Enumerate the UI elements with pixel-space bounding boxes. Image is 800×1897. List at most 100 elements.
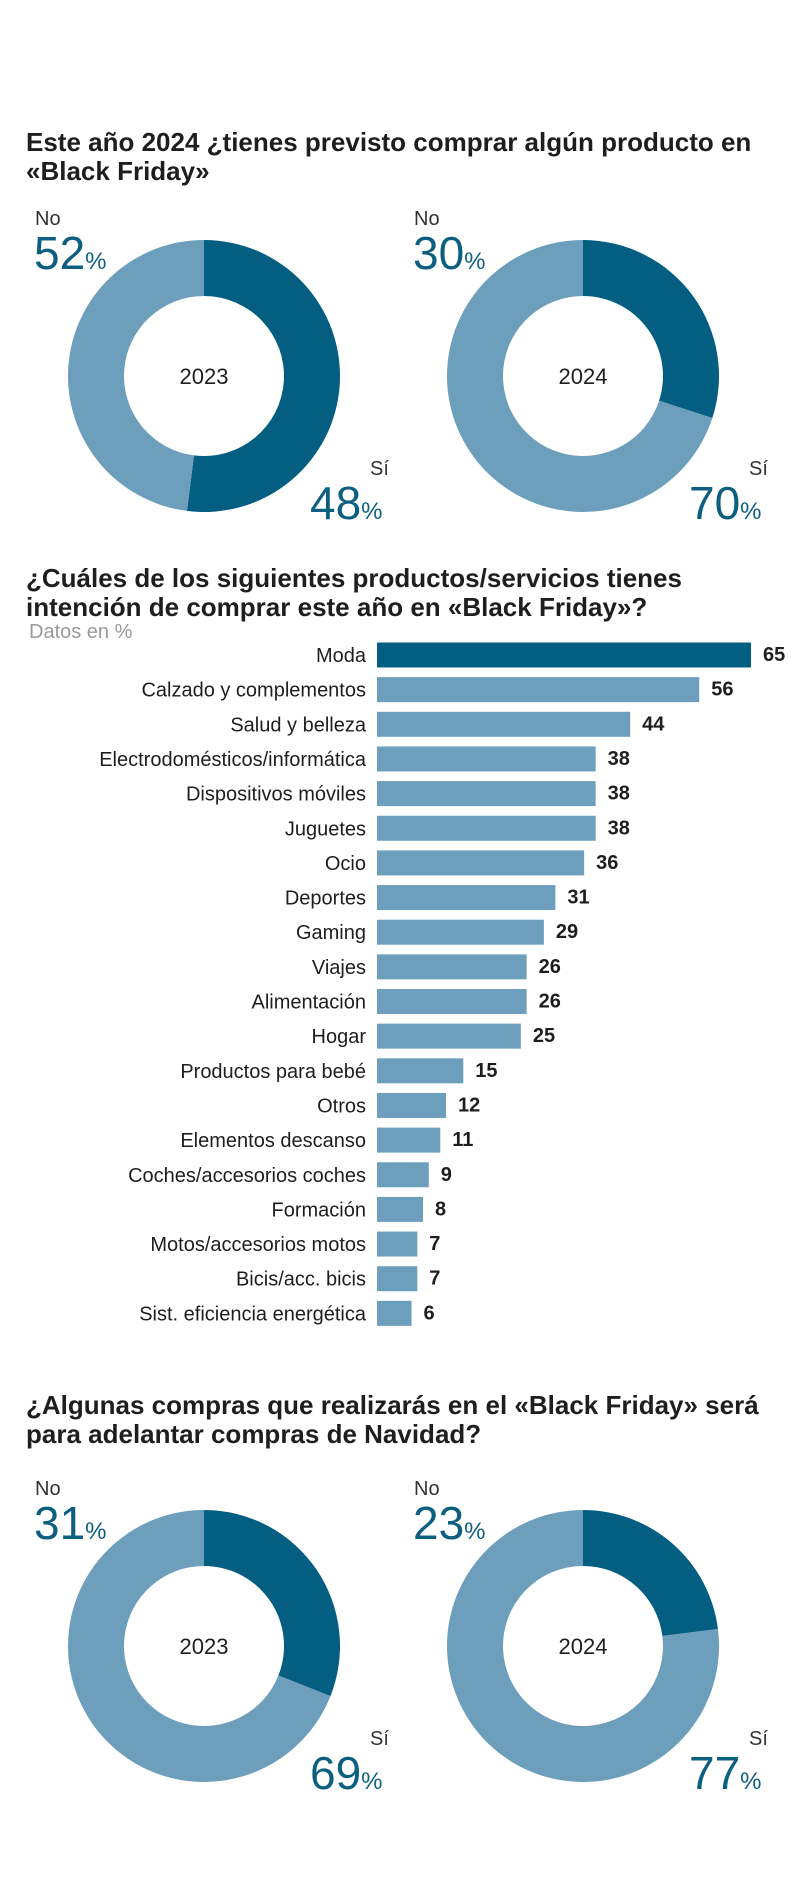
donut-slice-s- [67,240,204,511]
bar-value-gaming: 29 [556,921,578,943]
bar-value-ocio: 36 [596,852,618,874]
bar-value-moda: 65 [763,644,785,666]
no-label: No [414,1478,440,1500]
bar-label-alimentacion: Alimentación [251,992,366,1014]
bar-electrodomesticos-informatica [377,746,596,772]
bar-label-electrodomesticos-informatica: Electrodomésticos/informática [99,749,367,771]
donut-slice-no [583,1510,718,1636]
bar-label-salud-y-belleza: Salud y belleza [230,714,367,736]
bar-label-dispositivos-moviles: Dispositivos móviles [186,784,366,806]
donut-year-label: 2024 [559,364,608,389]
bar-label-juguetes: Juguetes [285,818,366,840]
donut-slice-no [583,240,719,419]
bar-formacion [377,1196,424,1222]
bar-label-motos-accesorios-motos: Motos/accesorios motos [150,1234,366,1256]
bar-value-deportes: 31 [567,887,589,909]
bar-value-juguetes: 38 [608,817,630,839]
bar-value-electrodomesticos-informatica: 38 [608,748,630,770]
bar-juguetes [377,815,596,841]
bar-value-alimentacion: 26 [539,991,561,1013]
donut-q1-2024: 2024 No 30% Sí 70% [413,208,768,528]
bar-elementos-descanso [377,1127,441,1153]
bar-value-sist-eficiencia-energetica: 6 [424,1302,435,1324]
chart-subtitle: Datos en % [29,621,133,643]
donut-slice-s- [68,1510,331,1782]
bar-value-hogar: 25 [533,1025,555,1047]
no-label: No [35,1478,61,1500]
si-percentage: 48% [310,477,383,529]
bar-salud-y-belleza [377,711,631,737]
bar-value-dispositivos-moviles: 38 [608,783,630,805]
no-percentage: 30% [413,227,486,279]
bar-viajes [377,954,527,980]
si-percentage: 77% [689,1747,762,1799]
si-percentage: 70% [689,477,762,529]
bar-label-formacion: Formación [272,1199,366,1221]
bar-dispositivos-moviles [377,781,596,807]
q3-title: ¿Algunas compras que realizarás en el «B… [26,1390,759,1449]
si-label: Sí [370,458,389,480]
donut-year-label: 2023 [180,364,229,389]
bar-label-ocio: Ocio [325,853,366,875]
bar-coches-accesorios-coches [377,1162,429,1188]
donut-chart-q3-2023: 2023 [68,1510,340,1782]
bar-calzado-y-complementos [377,677,700,703]
no-label: No [414,208,440,230]
donut-q3-2024: 2024 No 23% Sí 77% [413,1478,768,1798]
si-label: Sí [749,458,768,480]
donut-year-label: 2024 [559,1634,608,1659]
bar-label-deportes: Deportes [285,888,366,910]
donut-slice-s- [447,1510,719,1782]
donut-slice-s- [447,240,713,512]
bar-value-salud-y-belleza: 44 [642,713,665,735]
no-percentage: 23% [413,1497,486,1549]
bar-sist-eficiencia-energetica [377,1300,412,1326]
bar-otros [377,1092,447,1118]
bar-bicis-acc-bicis [377,1266,418,1292]
no-percentage: 31% [34,1497,107,1549]
bar-moda [377,642,751,668]
bar-label-sist-eficiencia-energetica: Sist. eficiencia energética [139,1303,367,1325]
bar-value-productos-para-bebe: 15 [475,1060,497,1082]
bar-hogar [377,1023,521,1049]
bar-label-hogar: Hogar [312,1026,367,1048]
bar-label-moda: Moda [316,645,367,667]
bar-label-bicis-acc-bicis: Bicis/acc. bicis [236,1269,366,1291]
donut-slice-no [204,1510,340,1697]
donut-q1-2023: 2023 No 52% Sí 48% [34,208,389,528]
bar-chart: Moda 65 Calzado y complementos 56 Salud y be… [99,642,785,1326]
bar-value-motos-accesorios-motos: 7 [429,1233,440,1255]
bar-value-viajes: 26 [539,956,561,978]
bar-label-elementos-descanso: Elementos descanso [180,1130,366,1152]
bar-productos-para-bebe [377,1058,464,1084]
si-label: Sí [370,1728,389,1750]
bar-label-coches-accesorios-coches: Coches/accesorios coches [128,1165,366,1187]
bar-value-coches-accesorios-coches: 9 [441,1164,452,1186]
si-percentage: 69% [310,1747,383,1799]
bar-label-otros: Otros [317,1095,366,1117]
donut-slice-no [186,240,340,512]
bar-value-bicis-acc-bicis: 7 [429,1268,440,1290]
donut-chart-q1-2023: 2023 [67,240,340,512]
bar-label-viajes: Viajes [312,957,366,979]
donut-q3-2023: 2023 No 31% Sí 69% [34,1478,389,1798]
bar-value-otros: 12 [458,1094,480,1116]
donut-chart-q3-2024: 2024 [447,1510,719,1782]
bar-alimentacion [377,989,527,1014]
q1-title: Este año 2024 ¿tienes previsto comprar a… [26,127,752,186]
bar-value-formacion: 8 [435,1198,446,1220]
bar-deportes [377,885,556,911]
bar-label-calzado-y-complementos: Calzado y complementos [141,680,366,702]
donut-chart-q1-2024: 2024 [447,240,719,512]
bar-label-productos-para-bebe: Productos para bebé [180,1061,366,1083]
no-label: No [35,208,61,230]
bar-value-calzado-y-complementos: 56 [711,679,733,701]
bar-value-elementos-descanso: 11 [452,1129,473,1151]
bar-gaming [377,919,544,945]
bar-label-gaming: Gaming [296,922,366,944]
donut-year-label: 2023 [180,1634,229,1659]
no-percentage: 52% [34,227,107,279]
si-label: Sí [749,1728,768,1750]
bar-motos-accesorios-motos [377,1231,418,1257]
bar-ocio [377,850,585,876]
